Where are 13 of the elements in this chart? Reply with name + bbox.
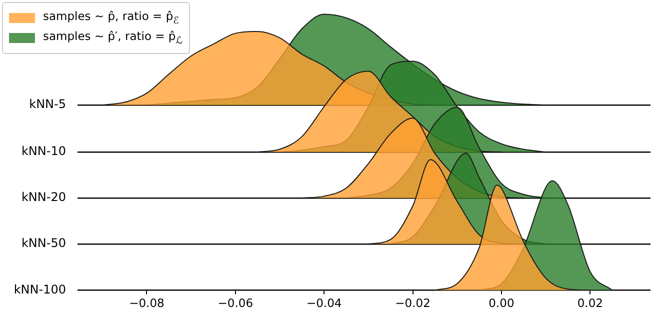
legend-label: samples ~ p̂′, ratio = p̂$_{ℒ}$ <box>43 29 183 47</box>
x-tick-label: 0.00 <box>488 296 514 310</box>
y-axis-title: kNN-20 <box>21 190 66 204</box>
x-tick-label: −0.04 <box>306 296 342 310</box>
y-axis-title: kNN-50 <box>21 236 66 250</box>
x-tick-label: −0.06 <box>218 296 254 310</box>
x-tick-label: −0.02 <box>395 296 430 310</box>
x-tick-label: −0.08 <box>129 296 164 310</box>
y-axis-title: kNN-5 <box>29 97 66 112</box>
x-tick-label: 0.02 <box>577 296 603 310</box>
legend-label: samples ~ p̂, ratio = p̂$_{ℰ}$ <box>43 9 179 26</box>
y-axis-title: kNN-10 <box>21 144 66 158</box>
y-axis-title: kNN-100 <box>14 282 66 296</box>
